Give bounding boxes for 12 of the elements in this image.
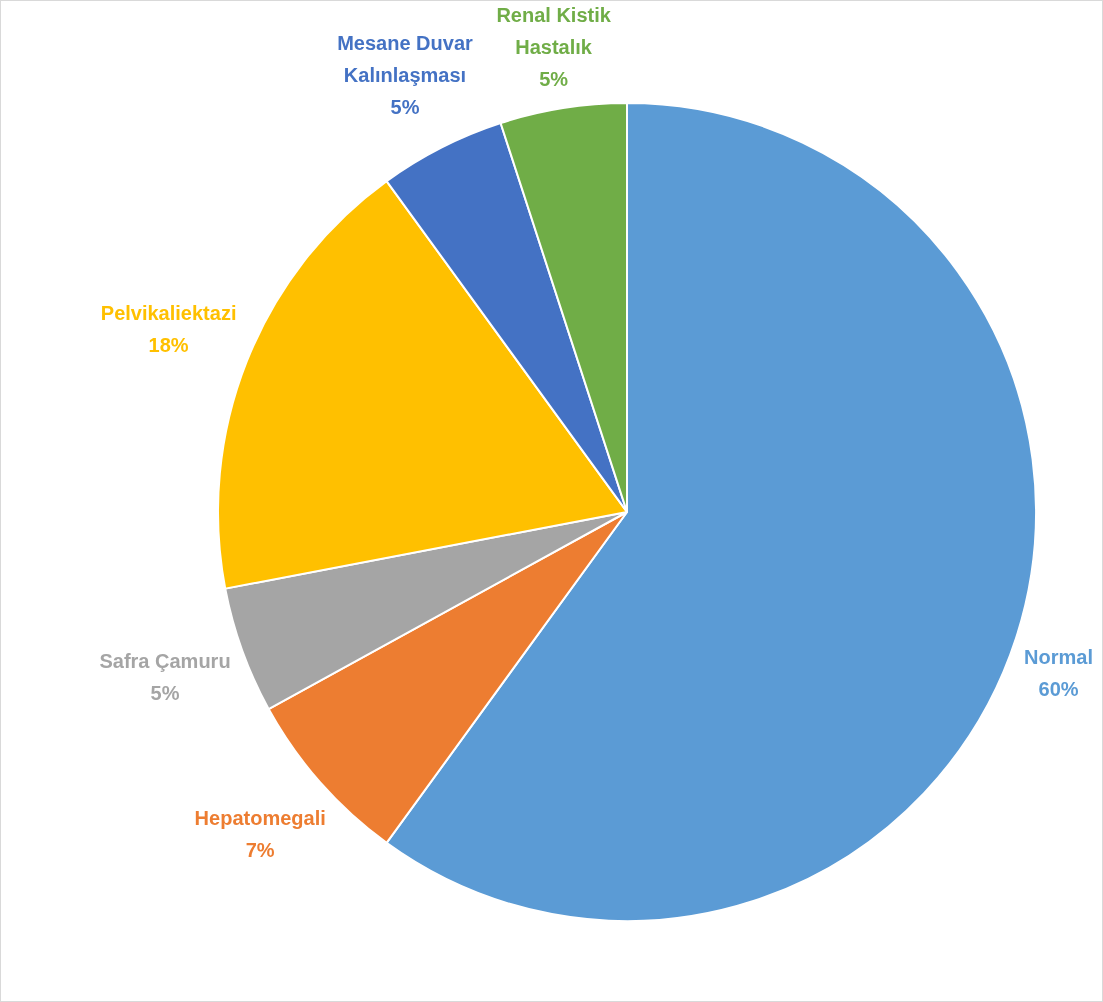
data-label: 5%: [390, 95, 420, 118]
data-label: 5%: [150, 681, 180, 704]
slice-label: Mesane Duvar Kalınlaşması: [337, 31, 474, 86]
data-label: 5%: [539, 68, 569, 91]
slice-label: Renal Kistik Hastalık: [496, 4, 612, 59]
slice-label: Normal: [1024, 645, 1093, 668]
data-label: 18%: [148, 334, 189, 357]
slice-label: Hepatomegali: [194, 806, 326, 829]
data-label: 7%: [245, 838, 275, 861]
slice-label: Pelvikaliektazi: [100, 302, 237, 325]
data-label: 60%: [1038, 677, 1079, 700]
slice-label: Safra Çamuru: [99, 649, 231, 672]
